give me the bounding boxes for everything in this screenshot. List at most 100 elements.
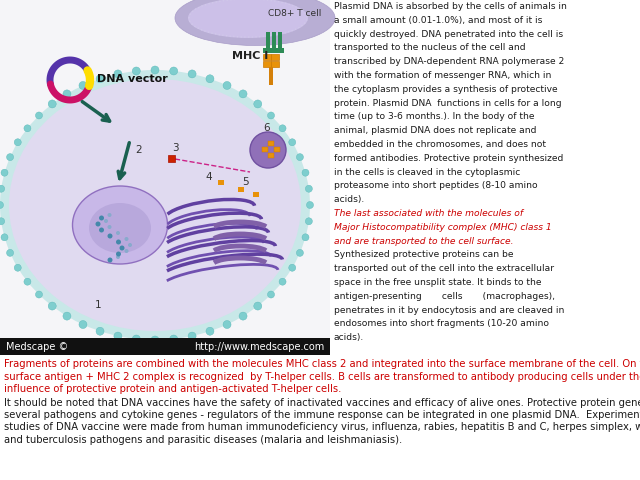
Text: protein. Plasmid DNA  functions in cells for a long: protein. Plasmid DNA functions in cells … — [334, 98, 562, 108]
Bar — [253, 192, 259, 197]
Circle shape — [223, 321, 231, 328]
Circle shape — [0, 218, 4, 225]
Circle shape — [108, 257, 113, 263]
Circle shape — [206, 327, 214, 335]
Circle shape — [151, 66, 159, 74]
Text: It should be noted that DNA vaccines have the safety of inactivated vaccines and: It should be noted that DNA vaccines hav… — [4, 397, 640, 408]
Text: MHC I: MHC I — [232, 51, 268, 61]
Text: the cytoplasm provides a synthesis of protective: the cytoplasm provides a synthesis of pr… — [334, 85, 557, 94]
Circle shape — [116, 231, 120, 235]
Circle shape — [279, 278, 286, 285]
Text: transcribed by DNA-dependent RNA polymerase 2: transcribed by DNA-dependent RNA polymer… — [334, 57, 564, 66]
Circle shape — [99, 216, 104, 220]
Circle shape — [170, 67, 178, 75]
Text: studies of DNA vaccine were made from human immunodeficiency virus, influenza, r: studies of DNA vaccine were made from hu… — [4, 422, 640, 432]
Text: penetrates in it by endocytosis and are cleaved in: penetrates in it by endocytosis and are … — [334, 306, 564, 314]
Bar — [271, 53, 278, 60]
Circle shape — [302, 234, 309, 241]
Text: 4: 4 — [205, 172, 212, 182]
Circle shape — [48, 302, 56, 310]
Circle shape — [79, 321, 87, 328]
Circle shape — [151, 336, 159, 344]
Circle shape — [116, 240, 121, 244]
Text: transported to the nucleus of the cell and: transported to the nucleus of the cell a… — [334, 43, 525, 52]
Circle shape — [108, 213, 111, 217]
Circle shape — [108, 225, 111, 229]
Text: DNA vector: DNA vector — [97, 74, 168, 84]
Circle shape — [125, 237, 129, 241]
Bar — [218, 180, 224, 185]
Circle shape — [223, 82, 231, 89]
Text: CD8+ T cell: CD8+ T cell — [268, 9, 321, 17]
Text: with the formation of messenger RNA, which in: with the formation of messenger RNA, whi… — [334, 71, 552, 80]
Text: 3: 3 — [172, 143, 179, 153]
Circle shape — [188, 332, 196, 340]
Bar — [330, 0, 640, 355]
Circle shape — [0, 202, 3, 208]
Circle shape — [116, 252, 121, 256]
Text: Major Histocompatibility complex (MHC) class 1: Major Histocompatibility complex (MHC) c… — [334, 223, 552, 232]
Text: quickly destroyed. DNA penetrated into the cell is: quickly destroyed. DNA penetrated into t… — [334, 30, 563, 38]
Text: space in the free unsplit state. It binds to the: space in the free unsplit state. It bind… — [334, 278, 541, 287]
Circle shape — [96, 75, 104, 83]
Text: surface antigen + MHC 2 complex is recognized  by T-helper cells. B cells are tr: surface antigen + MHC 2 complex is recog… — [4, 372, 640, 382]
Bar — [269, 67, 273, 85]
Bar — [266, 32, 269, 50]
Circle shape — [99, 228, 104, 232]
Circle shape — [268, 291, 275, 298]
Circle shape — [0, 185, 4, 192]
Text: influence of protective protein and antigen-activated T-helper cells.: influence of protective protein and anti… — [4, 384, 341, 394]
Text: Fragments of proteins are combined with the molecules MHC class 2 and integrated: Fragments of proteins are combined with … — [4, 359, 640, 369]
Circle shape — [95, 221, 100, 227]
Bar — [263, 60, 271, 67]
Bar — [272, 32, 275, 50]
Circle shape — [239, 90, 247, 98]
Circle shape — [125, 249, 129, 253]
Text: acids).: acids). — [334, 195, 367, 204]
Circle shape — [108, 233, 113, 239]
Ellipse shape — [175, 0, 335, 46]
Circle shape — [206, 75, 214, 83]
Bar — [271, 60, 278, 67]
Text: time (up to 3-6 months.). In the body of the: time (up to 3-6 months.). In the body of… — [334, 112, 534, 121]
Circle shape — [132, 335, 140, 343]
Text: acids).: acids). — [334, 333, 364, 342]
Circle shape — [24, 278, 31, 285]
Text: several pathogens and cytokine genes - regulators of the immune response can be : several pathogens and cytokine genes - r… — [4, 410, 640, 420]
Text: antigen-presenting       cells       (macrophages),: antigen-presenting cells (macrophages), — [334, 292, 555, 301]
Text: Synthesized protective proteins can be: Synthesized protective proteins can be — [334, 251, 513, 259]
Ellipse shape — [188, 0, 308, 38]
Circle shape — [289, 139, 296, 146]
Bar — [274, 147, 280, 152]
Text: proteasome into short peptides (8-10 amino: proteasome into short peptides (8-10 ami… — [334, 181, 538, 191]
Text: 6: 6 — [263, 123, 269, 133]
Circle shape — [305, 185, 312, 192]
Text: Plasmid DNA is absorbed by the cells of animals in: Plasmid DNA is absorbed by the cells of … — [334, 2, 567, 11]
Text: in the cells is cleaved in the cytoplasmic: in the cells is cleaved in the cytoplasm… — [334, 168, 520, 177]
Bar — [262, 147, 268, 152]
Text: endosomes into short fragments (10-20 amino: endosomes into short fragments (10-20 am… — [334, 319, 549, 328]
Ellipse shape — [72, 186, 168, 264]
Circle shape — [104, 219, 108, 223]
Text: 5: 5 — [242, 177, 248, 187]
Circle shape — [6, 250, 13, 256]
Circle shape — [14, 264, 21, 271]
Bar — [268, 141, 274, 146]
Circle shape — [63, 90, 71, 98]
Circle shape — [289, 264, 296, 271]
Bar — [0, 338, 330, 355]
Ellipse shape — [9, 79, 301, 331]
Text: and are transported to the cell surface.: and are transported to the cell surface. — [334, 237, 513, 246]
Circle shape — [170, 335, 178, 343]
Circle shape — [1, 169, 8, 176]
Text: a small amount (0.01-1.0%), and most of it is: a small amount (0.01-1.0%), and most of … — [334, 16, 542, 25]
Bar — [238, 187, 244, 192]
Circle shape — [63, 312, 71, 320]
Bar — [278, 32, 282, 50]
Circle shape — [114, 70, 122, 78]
Circle shape — [35, 112, 42, 119]
Circle shape — [188, 70, 196, 78]
Circle shape — [268, 112, 275, 119]
Ellipse shape — [0, 70, 310, 340]
Text: animal, plasmid DNA does not replicate and: animal, plasmid DNA does not replicate a… — [334, 126, 536, 135]
